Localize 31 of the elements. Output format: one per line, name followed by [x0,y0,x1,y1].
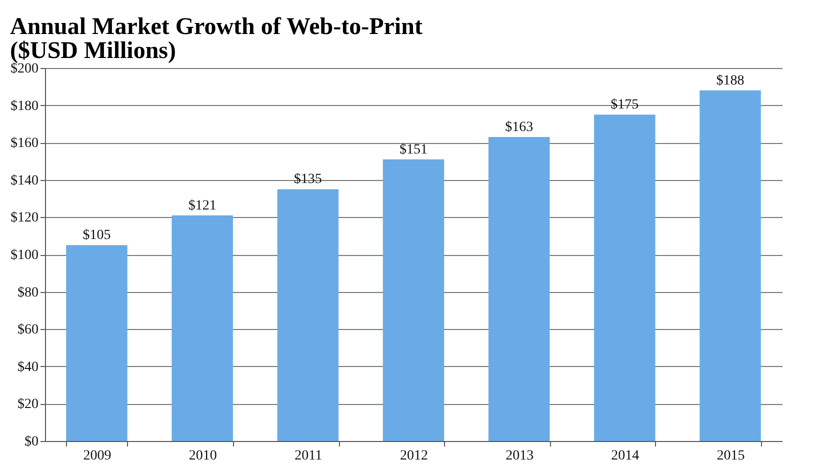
x-tick-label: 2013 [506,448,534,464]
x-tick-label: 2011 [294,448,322,464]
data-label: $105 [82,228,111,244]
bar [382,159,444,441]
y-tick-label: $20 [18,397,38,412]
y-tick-label: $80 [18,285,38,300]
bar [172,215,233,441]
bar [277,189,339,441]
bar [66,245,128,441]
y-tick-label: $140 [10,173,38,188]
x-tick-label: 2012 [400,448,428,464]
y-tick-label: $100 [10,248,38,263]
x-tick-label: 2015 [716,448,745,464]
bar [700,90,761,441]
x-tick-label: 2010 [188,448,217,464]
chart-title: Annual Market Growth of Web-to-Print ($USD Millions) [10,14,422,64]
data-label: $151 [400,142,428,158]
x-tick-label: 2014 [611,448,640,464]
bar [488,137,550,441]
y-tick-label: $60 [18,322,38,338]
y-tick-label: $120 [10,210,38,226]
y-tick-label: $180 [10,98,38,114]
data-label: $121 [188,198,216,214]
data-label: $188 [716,73,744,88]
y-tick-label: $160 [10,136,38,152]
y-tick-label: $40 [18,360,38,375]
y-tick-label: $200 [10,62,38,76]
y-tick-label: $0 [24,434,38,450]
bar [594,114,656,441]
x-tick-label: 2009 [83,448,112,464]
data-label: $163 [505,120,534,136]
